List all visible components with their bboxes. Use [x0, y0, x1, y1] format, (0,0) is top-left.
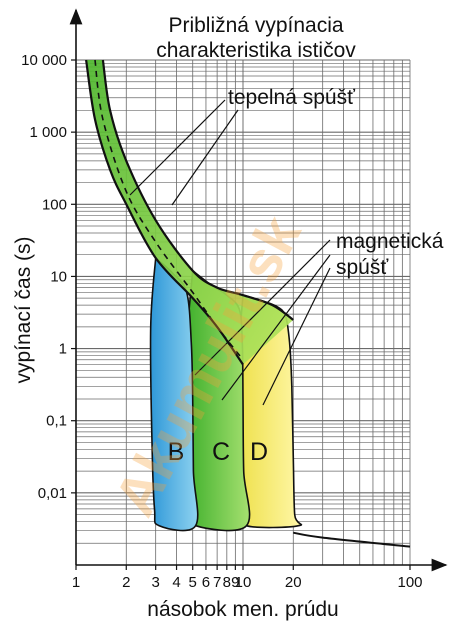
x-tick-label: 100 [397, 574, 422, 591]
leader-magnetic-c [221, 254, 331, 401]
x-tick-label: 2 [122, 574, 130, 591]
x-tick-label: 8 [223, 574, 231, 591]
annotation-magnetic-line-2: spúšť [336, 256, 389, 279]
y-tick-label: 0,1 [46, 413, 67, 430]
thermal-lower-curve [85, 59, 244, 366]
x-axis-title: násobok men. prúdu [147, 598, 338, 621]
leader-thermal-1 [129, 99, 226, 196]
chart-title-line-2: charakteristika ističov [156, 39, 356, 62]
x-tick-label: 20 [285, 574, 302, 591]
chart-title-line-1: Približná vypínacia [168, 14, 343, 37]
chart-axes [69, 8, 448, 572]
thermal-band [86, 60, 294, 365]
x-tick-label: 4 [172, 574, 180, 591]
x-tick-label: 9 [231, 574, 239, 591]
thermal-mid-dashed-curve [94, 59, 244, 361]
chart-lines [85, 59, 411, 548]
x-tick-label: 3 [152, 574, 160, 591]
leader-thermal-2 [171, 109, 239, 206]
chart-labels: násobok men. prúdu vypínací čas (s) Pribli… [12, 14, 444, 621]
y-tick-label: 1 000 [29, 124, 67, 141]
instant-trip-tail [293, 531, 411, 548]
x-tick-label: 1 [72, 574, 80, 591]
thermal-upper-curve [101, 59, 294, 321]
y-axis-title: vypínací čas (s) [12, 236, 35, 383]
leader-magnetic-b [194, 239, 331, 376]
x-tick-label: 6 [202, 574, 210, 591]
x-tick-label: 10 [235, 574, 252, 591]
x-tick-label: 7 [213, 574, 221, 591]
x-tick-label: 5 [189, 574, 197, 591]
y-tick-label: 1 [59, 341, 67, 358]
chart-grid [75, 59, 411, 566]
annotation-magnetic-line-1: magnetická [336, 230, 444, 253]
y-tick-label: 10 [50, 268, 67, 285]
y-tick-label: 10 000 [21, 52, 67, 69]
leader-magnetic-d [262, 267, 331, 406]
series-label-c: C [212, 438, 230, 466]
annotation-thermal: tepelná spúšť [228, 86, 356, 109]
y-tick-label: 0,01 [38, 485, 67, 502]
series-label-d: D [250, 438, 268, 466]
series-label-b: B [168, 438, 185, 466]
y-tick-label: 100 [42, 196, 67, 213]
